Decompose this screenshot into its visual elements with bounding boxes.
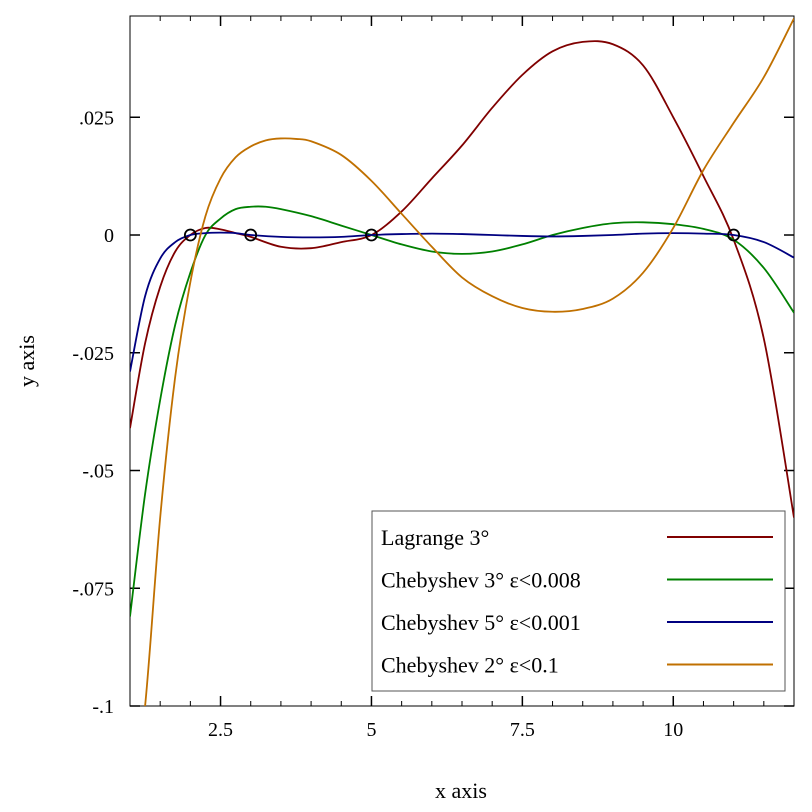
interpolation-point [727,228,741,242]
y-tick-label: -.025 [72,343,114,365]
x-tick-label: 2.5 [208,719,233,741]
legend-box [371,510,786,692]
interpolation-point [365,228,378,242]
interpolation-point [183,228,197,242]
x-tick-label: 10 [663,719,683,741]
y-axis-label: y axis [14,335,39,387]
interpolation-point [244,228,258,242]
x-tick-label: 7.5 [510,719,535,741]
y-tick-label: -.1 [92,696,114,718]
interpolation-points [183,228,741,242]
y-tick-label: 0 [104,225,114,247]
x-tick-label: 5 [366,719,376,741]
legend-label: Chebyshev 3° ε<0.008 [381,568,581,593]
y-tick-label: -.05 [82,461,114,483]
legend-label: Chebyshev 2° ε<0.1 [381,653,559,678]
axis-ticks: 2.5 5 7.5 10 .025 0 -.025 -.05 -.075 -.1 [72,16,795,741]
y-tick-label: .025 [79,107,114,129]
legend: Lagrange 3° Chebyshev 3° ε<0.008 Chebyshev… [371,510,786,692]
series-line-4 [144,17,794,706]
y-tick-label: -.075 [72,578,114,600]
x-axis-label: x axis [435,778,487,803]
series-line-3 [130,231,794,372]
legend-label: Chebyshev 5° ε<0.001 [381,610,581,635]
legend-label: Lagrange 3° [381,525,489,550]
